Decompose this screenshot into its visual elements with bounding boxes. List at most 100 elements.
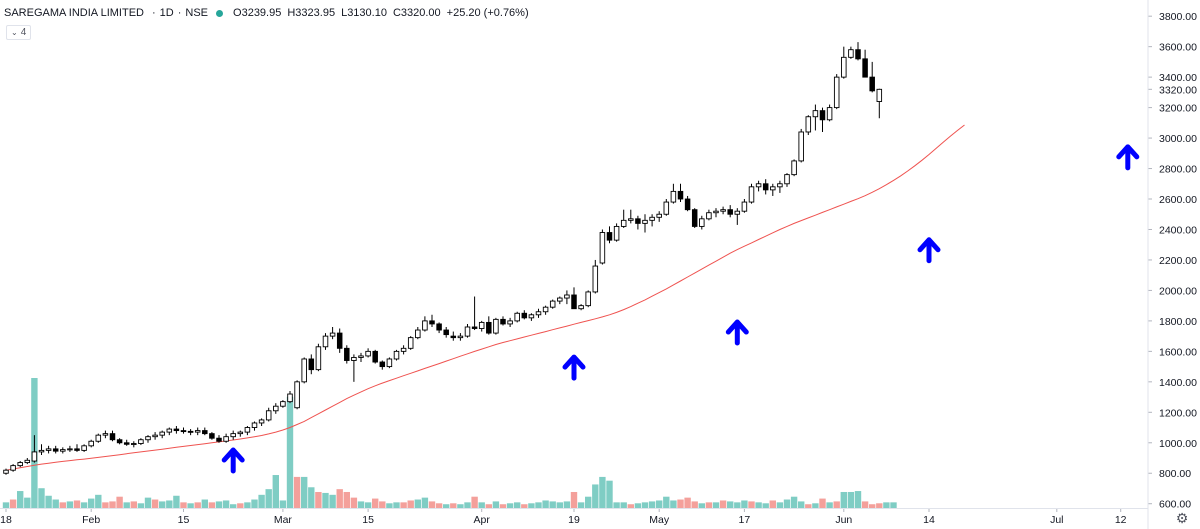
candle (393, 349, 400, 361)
candle-body (223, 436, 229, 442)
candle-body (315, 346, 322, 371)
candle-body (606, 232, 613, 241)
candle (251, 421, 258, 431)
volume-bar (95, 494, 102, 508)
candle (486, 316, 492, 335)
candle (45, 445, 52, 454)
gear-icon[interactable]: ⚙ (1175, 510, 1189, 526)
candle (351, 354, 357, 382)
volume-bar (869, 504, 876, 508)
candle-body (741, 201, 748, 212)
volume-bar (258, 494, 265, 508)
candle (138, 438, 144, 446)
candle (642, 214, 648, 233)
volume-bar (166, 500, 173, 508)
candle (734, 208, 741, 225)
volume-bar (854, 491, 862, 508)
time-tick-label: 19 (568, 514, 580, 526)
symbol-name[interactable]: SAREGAMA INDIA LIMITED (4, 7, 144, 19)
candle (784, 173, 790, 187)
volume-bar (521, 504, 528, 508)
candle-body (450, 335, 457, 339)
volume-bar (230, 504, 237, 508)
volume-bar (322, 492, 329, 508)
volume-bar (506, 503, 514, 508)
volume-bar (88, 498, 95, 508)
price-tick-label: 2600.00 (1159, 194, 1197, 206)
candle-body (194, 430, 201, 433)
candle (862, 49, 868, 78)
candle (31, 435, 38, 463)
candle-body (209, 433, 215, 439)
candle-body (52, 448, 59, 452)
volume-bar (847, 491, 855, 508)
time-axis[interactable]: 18 Feb 15 Mar 15 Apr 19 May 17 Jun 14 Jul 12 (0, 508, 1127, 526)
volume-bar (819, 498, 826, 508)
volume-bar (80, 502, 88, 508)
volume-bar (293, 476, 301, 508)
volume-bar (222, 500, 230, 508)
candle (88, 439, 94, 448)
candle (109, 430, 116, 442)
candle-body (60, 449, 66, 452)
candle (322, 333, 329, 350)
candle-body (67, 448, 73, 451)
volume-bar (24, 497, 31, 508)
candle (727, 205, 733, 218)
candle (294, 380, 300, 410)
price-tick-label: 2200.00 (1159, 255, 1197, 267)
volume-bar (556, 502, 563, 508)
volume-bar (514, 502, 521, 508)
indicators-toggle[interactable]: ⌄ 4 (6, 25, 32, 40)
candle-body (258, 419, 265, 424)
price-tick-label: 3000.00 (1159, 133, 1197, 145)
candle (699, 215, 705, 230)
up-arrow-icon (1116, 144, 1140, 171)
open-key: O (233, 7, 242, 19)
candle-body (443, 329, 449, 336)
candle-body (344, 347, 350, 361)
candle (869, 61, 875, 93)
candle (436, 322, 442, 334)
volume-bar (627, 504, 634, 508)
candle (578, 304, 584, 311)
candle (123, 439, 130, 446)
volume-bar (443, 504, 450, 508)
candle-body (677, 190, 684, 200)
candle-body (727, 209, 733, 215)
candle (10, 464, 16, 472)
candle-body (649, 216, 655, 221)
price-tick-label: 600.00 (1159, 499, 1191, 511)
candle (592, 259, 599, 294)
candle (280, 400, 286, 408)
candle (379, 360, 386, 370)
volume-bar (144, 497, 152, 508)
candle-body (571, 294, 577, 310)
candle-body (784, 174, 790, 185)
candle-body (557, 297, 563, 302)
interval-label[interactable]: 1D (159, 7, 174, 19)
candle-body (841, 56, 847, 78)
candle (670, 183, 677, 204)
volume-bar (656, 500, 663, 508)
candle (95, 433, 102, 443)
volume-bar (606, 480, 613, 508)
close-key: C (392, 7, 401, 19)
candle (777, 180, 783, 193)
candle (237, 430, 244, 437)
candle-body (528, 314, 535, 319)
time-tick-label: May (649, 514, 670, 526)
candle (684, 195, 691, 212)
candle (819, 107, 826, 132)
volume-bar (563, 501, 571, 508)
indicator-count: 4 (20, 27, 27, 38)
candle (755, 180, 762, 192)
time-tick-label: 15 (178, 514, 190, 526)
candle (770, 183, 776, 196)
candle (507, 317, 513, 327)
candle (542, 305, 549, 315)
candle (500, 316, 506, 326)
candle (457, 333, 464, 341)
